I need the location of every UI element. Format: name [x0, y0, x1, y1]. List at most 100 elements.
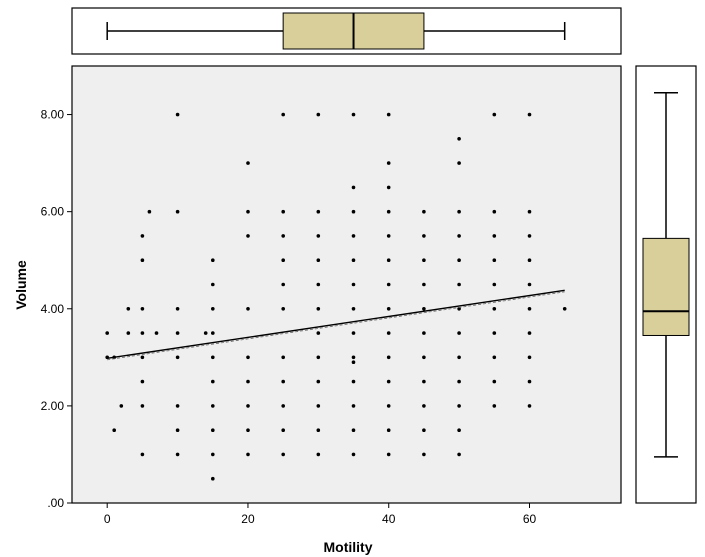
data-point [175, 355, 180, 360]
data-point [386, 161, 391, 165]
y-tick-label: 4.00 [41, 302, 65, 316]
data-point [386, 331, 391, 335]
data-point [457, 355, 461, 360]
data-point [281, 379, 286, 384]
data-point [422, 379, 426, 384]
data-point [246, 234, 250, 238]
data-point [175, 112, 180, 117]
data-point [492, 258, 497, 263]
data-point [492, 112, 497, 117]
data-point [211, 428, 215, 433]
data-point [422, 404, 426, 408]
data-point [211, 476, 215, 481]
data-point [211, 379, 215, 384]
data-point [246, 355, 250, 360]
data-point [562, 307, 567, 311]
data-point [211, 452, 215, 457]
data-point [527, 355, 532, 360]
data-point [316, 428, 321, 433]
data-point [527, 258, 532, 263]
data-point [351, 185, 356, 190]
data-point [154, 331, 159, 335]
x-tick-label: 0 [104, 512, 111, 526]
data-point [422, 234, 426, 238]
data-point [386, 379, 391, 384]
data-point [457, 331, 461, 335]
data-point [140, 234, 145, 238]
data-point [492, 209, 497, 214]
data-point [281, 404, 286, 408]
data-point [457, 137, 461, 141]
data-point [175, 209, 180, 214]
fit-line-interval [107, 291, 565, 361]
data-point [112, 428, 116, 433]
data-point [351, 258, 356, 263]
data-point [351, 379, 356, 384]
data-point [527, 209, 532, 214]
data-point [351, 331, 356, 335]
data-point [422, 355, 426, 360]
data-point [140, 331, 145, 335]
data-point [386, 452, 391, 457]
data-point [281, 282, 286, 287]
data-point [527, 307, 532, 311]
data-point [457, 234, 461, 238]
right-box-iqr [642, 237, 690, 336]
data-point [422, 307, 426, 311]
data-point [175, 331, 180, 335]
fit-line [107, 289, 565, 359]
data-point [422, 452, 426, 457]
data-point [386, 355, 391, 360]
data-point [211, 307, 215, 311]
data-point [492, 234, 497, 238]
data-point [492, 331, 497, 335]
main-plot-panel: 0 20 40 60 .00 2.00 4.00 6.00 8.00 [41, 65, 622, 526]
x-axis-label: Motility [324, 539, 373, 555]
data-point [492, 379, 497, 384]
data-point [175, 404, 180, 408]
data-point [316, 307, 321, 311]
data-point [457, 282, 461, 287]
data-point [351, 209, 356, 214]
data-point [281, 452, 286, 457]
right-boxplot-panel [635, 65, 697, 504]
data-point [457, 404, 461, 408]
data-point [211, 355, 215, 360]
data-point [211, 282, 215, 287]
data-point [316, 112, 321, 117]
data-point [422, 282, 426, 287]
data-point [316, 379, 321, 384]
data-point [492, 282, 497, 287]
data-point [457, 452, 461, 457]
data-point [527, 379, 532, 384]
data-point [457, 258, 461, 263]
data-point [140, 307, 145, 311]
data-point [246, 209, 250, 214]
y-tick-label: 2.00 [41, 399, 65, 413]
data-point [246, 307, 250, 311]
data-point [386, 185, 391, 190]
data-point [316, 209, 321, 214]
data-point [422, 428, 426, 433]
data-point [386, 234, 391, 238]
x-tick-label: 40 [382, 512, 396, 526]
data-point [281, 428, 286, 433]
data-point [246, 161, 250, 165]
data-point [351, 360, 356, 365]
data-point [527, 282, 532, 287]
data-point [140, 452, 145, 457]
y-axis-label: Volume [13, 260, 29, 310]
data-point [211, 331, 215, 335]
data-point [492, 404, 497, 408]
data-point [211, 404, 215, 408]
data-point [457, 379, 461, 384]
data-point [281, 209, 286, 214]
data-point [175, 452, 180, 457]
data-point [351, 112, 356, 117]
data-point [126, 331, 131, 335]
data-point [246, 379, 250, 384]
data-point [351, 355, 356, 360]
data-point [386, 258, 391, 263]
x-tick-label: 60 [523, 512, 537, 526]
data-point [175, 307, 180, 311]
